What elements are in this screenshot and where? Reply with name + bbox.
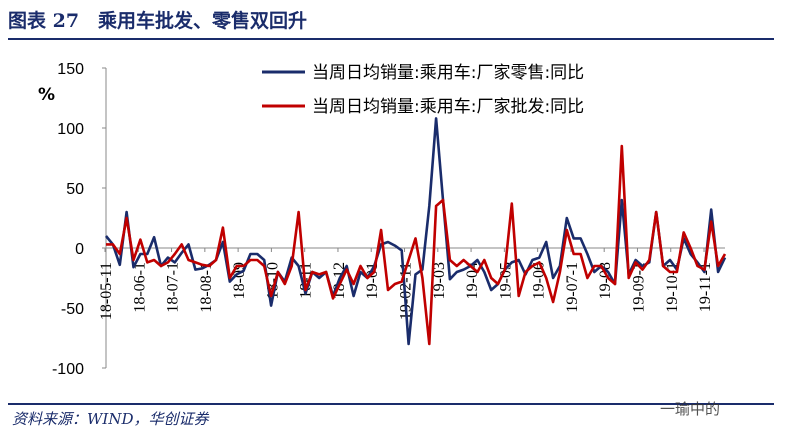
y-tick-label: 100 — [57, 121, 84, 138]
x-tick-label: 19-06 — [531, 262, 548, 299]
x-tick-label: 19-01 — [364, 262, 381, 299]
x-tick-label: 19-10-1 — [664, 262, 681, 313]
x-tick-label: 18-06-1 — [131, 262, 148, 313]
x-tick-label: 19-08 — [597, 262, 614, 299]
x-tick-label: 19-03 — [431, 262, 448, 299]
chart-axes — [102, 67, 725, 369]
figure-title: 图表 27 乘用车批发、零售双回升 — [8, 10, 308, 32]
x-tick-label: 19-09-1 — [630, 262, 647, 313]
series-lines — [104, 117, 727, 346]
x-tick-label: 18-05-11 — [98, 262, 115, 320]
x-tick-labels: 18-05-11 18-06-1 18-07-1 18-08-1 18-09 18-10 1… — [98, 262, 714, 320]
watermark: 一瑜中的 — [660, 400, 721, 418]
x-tick-label: 19-07-1 — [564, 262, 581, 313]
y-tick-label: -100 — [52, 361, 84, 378]
y-tick-labels: -100 -50 0 50 100 150 — [52, 61, 84, 378]
x-tick-label: 19-05 — [497, 262, 514, 299]
x-tick-label: 19-11-1 — [697, 262, 714, 312]
line-chart: -100 -50 0 50 100 150 18-05-11 18-06-1 18-07-1 1… — [38, 61, 727, 378]
x-tick-label: 18-08-1 — [198, 262, 215, 313]
legend-label: 当周日均销量:乘用车:厂家零售:同比 — [312, 63, 584, 83]
x-tick-label: 18-07-1 — [165, 262, 182, 313]
y-tick-label: 50 — [66, 181, 84, 198]
x-tick-label: 19-02-11 — [398, 262, 415, 320]
y-tick-label: 0 — [75, 241, 84, 258]
y-tick-label: 150 — [57, 61, 84, 78]
x-tick-label: 18-11 — [298, 262, 315, 299]
legend-label: 当周日均销量:乘用车:厂家批发:同比 — [312, 97, 584, 117]
source-rule — [8, 403, 774, 405]
y-tick-label: -50 — [61, 301, 84, 318]
wholesale-series-line — [106, 144, 727, 346]
y-axis-label: % — [38, 85, 55, 105]
source-note: 资料来源：WIND，华创证券 — [12, 410, 209, 428]
title-rule — [8, 38, 774, 40]
